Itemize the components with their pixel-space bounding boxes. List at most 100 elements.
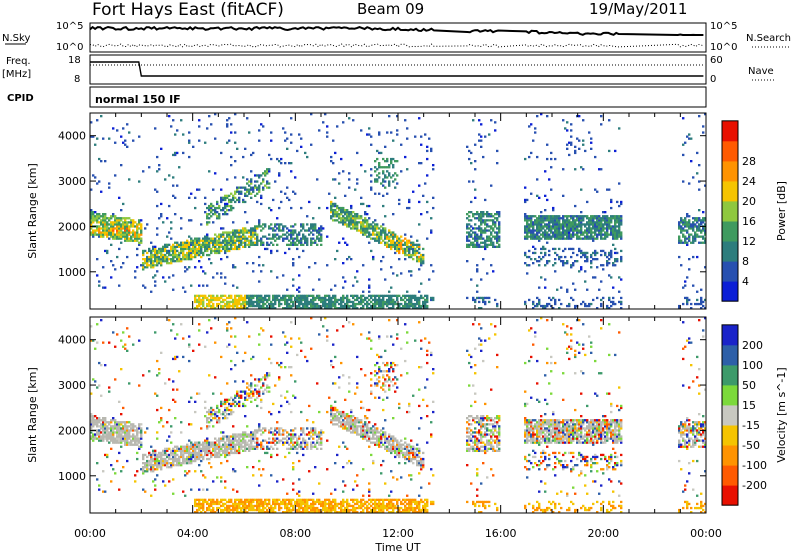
velocity-cell <box>152 451 155 455</box>
power-cell <box>572 225 575 228</box>
power-cell <box>374 300 377 304</box>
power-cell <box>246 194 249 197</box>
velocity-cell <box>216 453 219 457</box>
power-cell <box>226 235 229 238</box>
power-cell <box>418 302 421 306</box>
power-cell <box>202 253 205 257</box>
power-cell <box>348 221 351 224</box>
velocity-cell <box>146 468 149 471</box>
power-cell <box>606 225 609 228</box>
power-cell <box>236 300 239 304</box>
power-cell <box>352 223 355 226</box>
power-cell <box>278 235 281 238</box>
power-cell <box>242 307 245 310</box>
power-cell <box>150 262 153 265</box>
power-cell <box>346 217 349 220</box>
power-cell <box>308 229 311 232</box>
velocity-cell <box>190 423 193 426</box>
power-cell <box>216 241 219 244</box>
power-cell <box>470 162 473 165</box>
power-cell <box>692 241 695 244</box>
velocity-cell <box>112 431 115 434</box>
power-cell <box>540 237 543 240</box>
power-cell <box>184 243 187 246</box>
power-cell <box>684 217 687 220</box>
power-cell <box>240 239 243 242</box>
power-cell <box>356 307 359 310</box>
power-cell <box>426 237 429 240</box>
power-cell <box>100 115 103 118</box>
power-cell <box>102 235 105 238</box>
power-cell <box>244 231 247 234</box>
power-cell <box>300 296 303 300</box>
power-cell <box>492 235 495 238</box>
power-cell <box>208 294 211 297</box>
power-cell <box>264 172 267 175</box>
power-cell <box>378 302 381 306</box>
power-cell <box>364 213 367 216</box>
velocity-cell <box>116 427 119 430</box>
power-cell <box>494 298 497 302</box>
power-cell <box>290 233 293 236</box>
power-cell <box>690 225 693 228</box>
power-cell <box>160 213 163 216</box>
power-cell <box>136 227 139 230</box>
power-cell <box>684 296 687 300</box>
power-cell <box>194 307 197 310</box>
power-cell <box>698 217 701 220</box>
power-cell <box>700 223 703 226</box>
velocity-cell <box>188 447 191 450</box>
power-cell <box>96 137 99 140</box>
power-cell <box>608 258 611 261</box>
power-cell <box>484 239 487 242</box>
power-cell <box>202 239 205 242</box>
power-cell <box>366 227 369 230</box>
power-cell <box>218 243 221 246</box>
power-cell <box>210 247 213 251</box>
power-cell <box>416 300 419 304</box>
power-cell <box>526 219 529 222</box>
velocity-cell <box>240 447 243 450</box>
power-cell <box>226 204 229 208</box>
velocity-cell <box>230 449 233 452</box>
power-cell <box>430 229 433 232</box>
power-cell <box>682 180 685 183</box>
power-cell <box>374 180 377 183</box>
power-cell <box>406 168 409 171</box>
power-cell <box>482 215 485 218</box>
power-cell <box>200 294 203 297</box>
power-cell <box>334 300 337 304</box>
power-cell <box>120 229 123 232</box>
velocity-cell <box>134 439 137 442</box>
velocity-cell <box>194 459 197 463</box>
power-cell <box>554 221 557 224</box>
power-cell <box>490 225 493 228</box>
power-cell <box>366 213 369 216</box>
power-cell <box>476 264 479 267</box>
power-cell <box>536 223 539 226</box>
power-cell <box>374 304 377 308</box>
velocity-cell <box>126 433 129 436</box>
power-cell <box>226 245 229 248</box>
power-cell <box>346 243 349 246</box>
power-cell <box>342 276 345 279</box>
power-cell <box>114 219 117 222</box>
power-cell <box>290 141 293 144</box>
power-cell <box>222 245 225 248</box>
power-cell <box>582 143 585 146</box>
power-cell <box>486 235 489 238</box>
velocity-cell <box>202 455 205 459</box>
velocity-cell <box>224 506 227 510</box>
velocity-cell <box>210 419 213 422</box>
power-cell <box>616 235 619 238</box>
power-cell <box>286 304 289 308</box>
power-cell <box>374 166 377 169</box>
power-cell <box>94 233 97 236</box>
power-cell <box>118 284 121 287</box>
velocity-cell <box>124 437 127 440</box>
power-cell <box>360 217 363 220</box>
power-cell <box>140 229 143 232</box>
power-cell <box>374 178 377 181</box>
power-cell <box>90 231 93 234</box>
power-cell <box>276 249 279 253</box>
